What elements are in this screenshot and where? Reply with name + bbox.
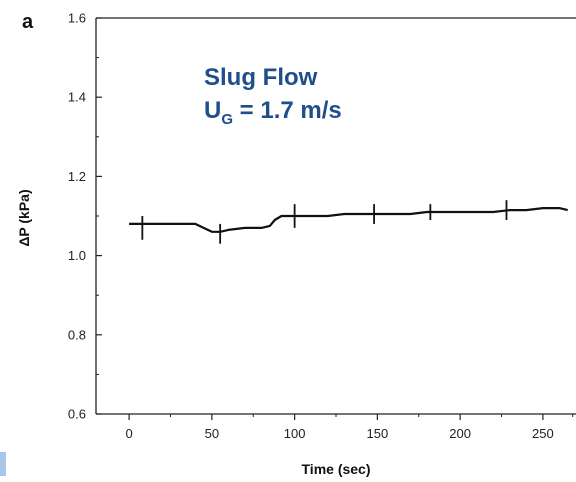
y-axis: 0.6 0.8 1.0 1.2 1.4 1.6: [68, 11, 102, 422]
annotation-line1: Slug Flow: [204, 64, 318, 91]
y-tick-label: 0.6: [68, 407, 86, 422]
annotation-subscript: G: [221, 111, 233, 128]
plot-area: [129, 200, 568, 244]
annotation-value: = 1.7 m/s: [233, 97, 342, 124]
y-tick-label: 1.4: [68, 90, 86, 105]
y-tick-label: 0.8: [68, 327, 86, 342]
x-axis-title: Time (sec): [302, 461, 371, 477]
y-tick-label: 1.2: [68, 169, 86, 184]
x-tick-label: 200: [449, 426, 471, 441]
x-axis: 0 50 100 150 200 250: [125, 414, 574, 441]
side-bar-marker: [0, 452, 6, 476]
x-tick-label: 100: [284, 426, 306, 441]
y-tick-label: 1.6: [68, 11, 86, 26]
annotation-line2: UG = 1.7 m/s: [204, 97, 342, 128]
panel-label: a: [22, 11, 34, 33]
x-tick-label: 150: [367, 426, 389, 441]
pressure-series-line: [129, 207, 568, 233]
y-tick-label: 1.0: [68, 248, 86, 263]
x-tick-label: 250: [532, 426, 554, 441]
x-tick-label: 0: [125, 426, 132, 441]
annotation-u: U: [204, 97, 221, 124]
annotation: Slug Flow UG = 1.7 m/s: [204, 64, 342, 128]
x-tick-label: 50: [205, 426, 219, 441]
y-axis-title: ΔP (kPa): [16, 189, 32, 246]
